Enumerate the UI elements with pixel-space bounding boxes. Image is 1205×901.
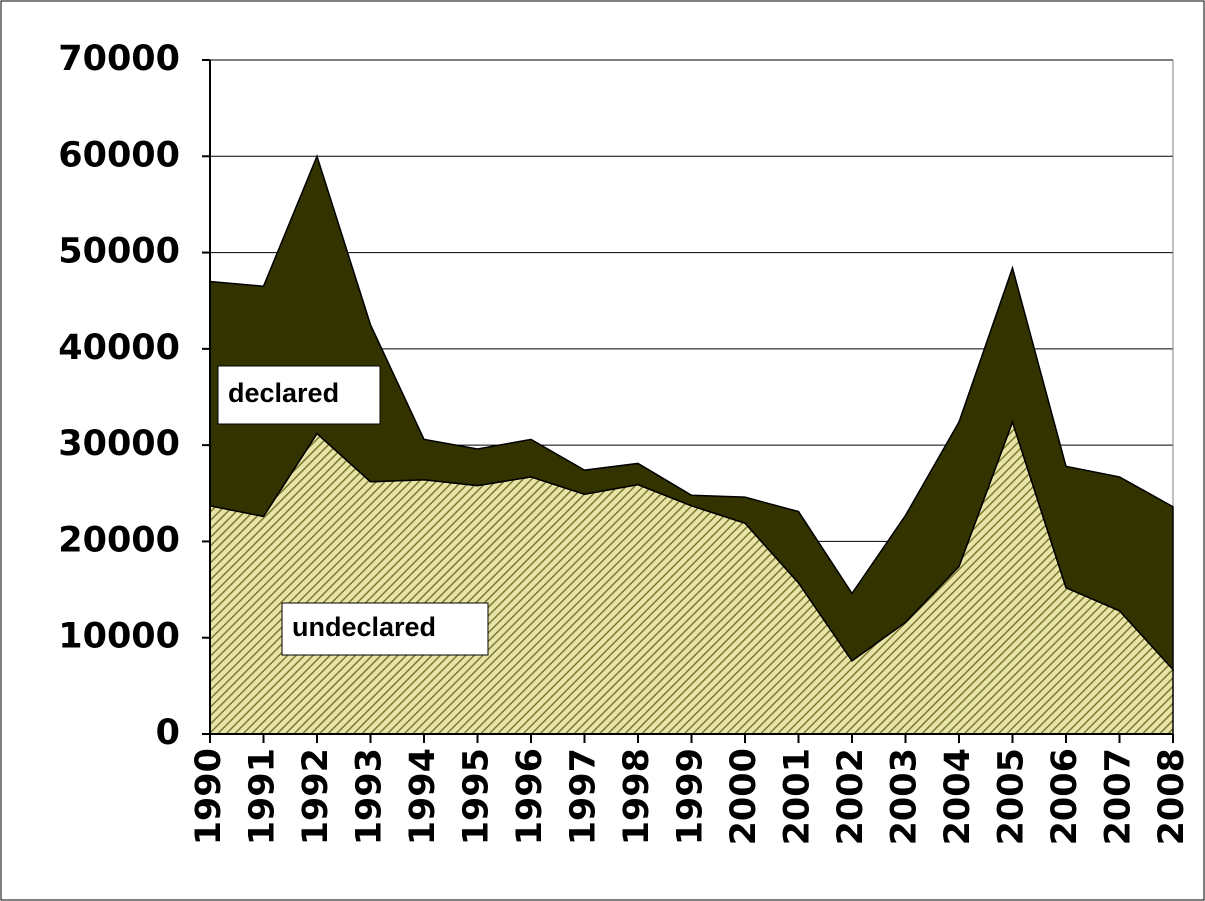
y-tick-label: 50000: [58, 232, 180, 272]
x-tick-label: 1998: [617, 748, 657, 845]
x-tick-label: 2005: [992, 748, 1032, 845]
y-tick-label: 40000: [58, 328, 180, 368]
series-label: declared: [228, 378, 339, 408]
y-tick-label: 10000: [58, 617, 180, 657]
y-tick-label: 30000: [58, 424, 180, 464]
x-tick-label: 1996: [510, 748, 550, 845]
y-tick-label: 70000: [58, 39, 180, 79]
x-tick-label: 2003: [885, 748, 925, 845]
x-tick-label: 1997: [564, 748, 604, 845]
x-tick-label: 1990: [189, 748, 229, 845]
series-label: undeclared: [292, 612, 436, 642]
y-tick-label: 20000: [58, 520, 180, 560]
x-tick-label: 2000: [724, 748, 764, 845]
y-tick-label: 60000: [58, 135, 180, 175]
x-tick-label: 2001: [778, 748, 818, 845]
series-label-box: [281, 602, 489, 656]
area: [209, 154, 1174, 672]
x-tick-label: 2007: [1099, 748, 1139, 845]
x-tick-label: 1999: [671, 748, 711, 845]
x-tick-label: 2002: [831, 748, 871, 845]
x-tick-label: 2008: [1152, 748, 1192, 845]
x-tick-label: 1994: [403, 748, 443, 845]
x-tick-label: 1995: [457, 748, 497, 845]
x-tick-label: 2006: [1045, 748, 1085, 845]
x-tick-label: 1993: [350, 748, 390, 845]
y-tick-label: 0: [156, 713, 180, 753]
x-tick-label: 2004: [938, 748, 978, 845]
series-label-box: [217, 365, 381, 425]
x-tick-label: 1991: [243, 748, 283, 845]
x-tick-label: 1992: [296, 748, 336, 845]
